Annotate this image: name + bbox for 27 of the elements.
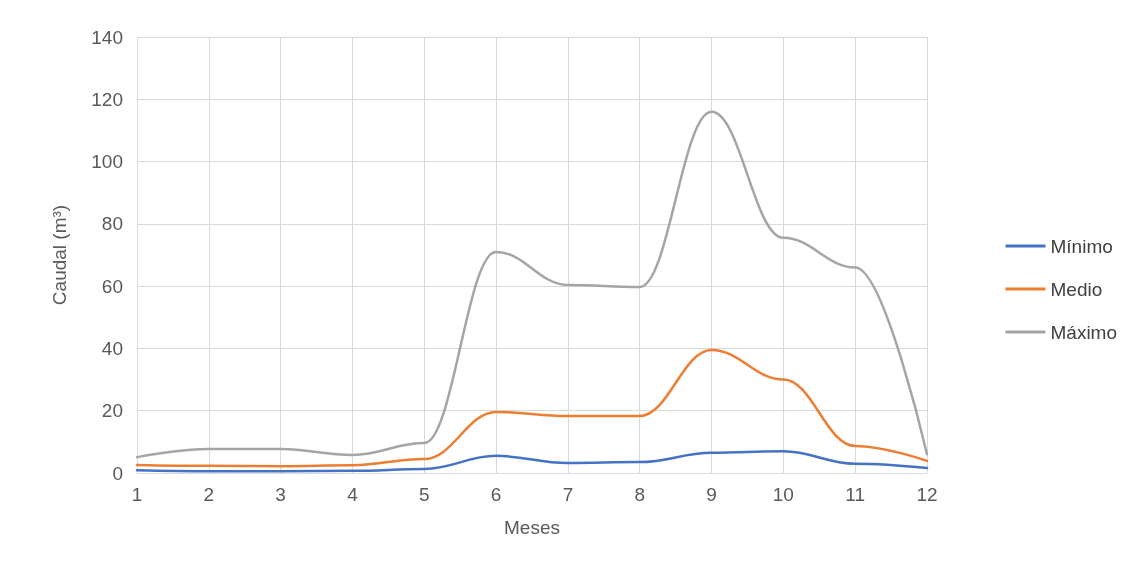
x-tick-label: 4 bbox=[347, 484, 359, 505]
legend-label: Máximo bbox=[1050, 321, 1118, 343]
x-tick-label: 3 bbox=[275, 484, 286, 505]
y-tick-label: 0 bbox=[112, 462, 123, 484]
legend-label: Mínimo bbox=[1050, 235, 1113, 257]
line-series bbox=[135, 110, 929, 459]
x-tick-label: 1 bbox=[131, 484, 143, 505]
x-tick-label: 6 bbox=[490, 484, 502, 505]
y-tick-label: 120 bbox=[91, 88, 123, 110]
x-tick-label: 11 bbox=[845, 484, 866, 505]
y-tick-label: 40 bbox=[101, 337, 123, 359]
legend-label: Medio bbox=[1050, 278, 1103, 300]
x-tick-label: 7 bbox=[562, 484, 574, 505]
x-tick-label: 8 bbox=[634, 484, 646, 505]
x-axis-title: Meses bbox=[504, 517, 560, 538]
x-tick-label: 9 bbox=[706, 484, 717, 505]
x-tick-label: 12 bbox=[916, 484, 938, 505]
line-series bbox=[135, 348, 929, 468]
y-tick-label: 140 bbox=[91, 26, 123, 48]
y-tick-label: 80 bbox=[101, 213, 123, 235]
y-tick-label: 100 bbox=[91, 151, 123, 173]
x-tick-label: 5 bbox=[418, 484, 430, 505]
y-axis-title: Caudal (m³) bbox=[49, 204, 70, 306]
y-tick-label: 60 bbox=[101, 275, 123, 297]
x-tick-label: 2 bbox=[203, 484, 215, 505]
x-tick-label: 10 bbox=[772, 484, 794, 505]
y-tick-label: 20 bbox=[101, 400, 123, 422]
